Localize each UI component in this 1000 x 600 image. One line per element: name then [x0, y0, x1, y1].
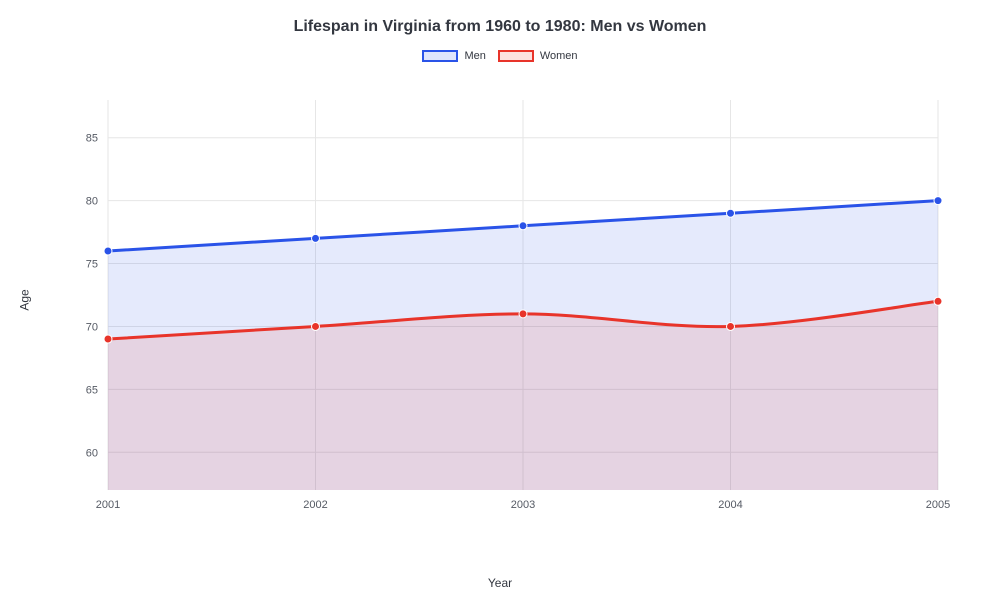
legend-item-men[interactable]: Men [422, 50, 485, 62]
y-tick-label: 65 [86, 384, 98, 396]
legend-item-women[interactable]: Women [498, 50, 578, 62]
y-tick-label: 75 [86, 259, 98, 271]
y-axis-label: Age [18, 289, 32, 310]
legend-swatch-women [498, 50, 534, 62]
data-point[interactable] [104, 335, 112, 343]
y-tick-label: 70 [86, 321, 98, 333]
data-point[interactable] [934, 197, 942, 205]
data-point[interactable] [104, 247, 112, 255]
legend: Men Women [0, 50, 1000, 62]
x-axis-label: Year [488, 576, 512, 590]
chart-svg: 2001 2002 2003 2004 2005 60 65 70 75 80 85 [58, 90, 958, 530]
x-tick-label: 2004 [718, 499, 742, 511]
data-point[interactable] [934, 297, 942, 305]
data-point[interactable] [312, 234, 320, 242]
chart-container: Lifespan in Virginia from 1960 to 1980: … [0, 0, 1000, 600]
data-point[interactable] [519, 310, 527, 318]
y-tick-label: 80 [86, 196, 98, 208]
data-point[interactable] [727, 209, 735, 217]
legend-swatch-men [422, 50, 458, 62]
x-tick-label: 2001 [96, 499, 120, 511]
legend-label-women: Women [540, 50, 578, 62]
y-tick-label: 85 [86, 133, 98, 145]
data-point[interactable] [727, 322, 735, 330]
x-tick-label: 2003 [511, 499, 535, 511]
x-tick-label: 2005 [926, 499, 950, 511]
data-point[interactable] [519, 222, 527, 230]
legend-label-men: Men [464, 50, 485, 62]
chart-title: Lifespan in Virginia from 1960 to 1980: … [0, 0, 1000, 36]
data-point[interactable] [312, 322, 320, 330]
plot-area: 2001 2002 2003 2004 2005 60 65 70 75 80 85 [58, 90, 958, 530]
x-tick-label: 2002 [303, 499, 327, 511]
y-tick-label: 60 [86, 447, 98, 459]
